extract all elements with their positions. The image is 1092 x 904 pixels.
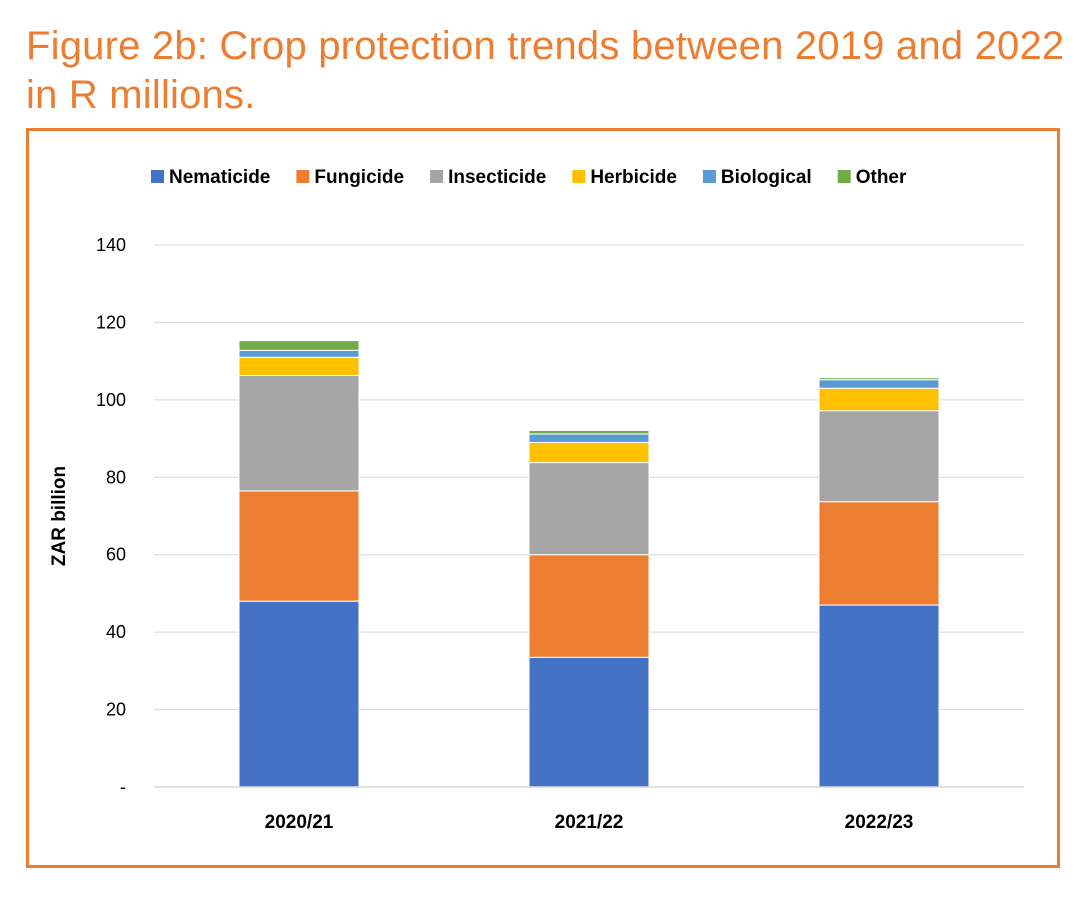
y-tick-label: 60 <box>106 545 126 565</box>
y-tick-label: 40 <box>106 622 126 642</box>
bar-segment-nematicide <box>238 600 360 788</box>
y-axis-label: ZAR billion <box>49 466 70 566</box>
y-tick-label: 20 <box>106 700 126 720</box>
x-tick-label: 2022/23 <box>845 812 914 833</box>
bar-segment-herbicide <box>238 356 360 376</box>
legend-item: Other <box>837 167 907 188</box>
legend-label: Herbicide <box>590 167 677 188</box>
bar-segment-insecticide <box>528 462 650 556</box>
y-tick-label: 100 <box>96 390 126 410</box>
x-axis-tick-labels: 2020/21 2021/22 2022/23 <box>265 812 914 833</box>
bar-segment-fungicide <box>238 490 360 602</box>
legend-label: Nematicide <box>169 167 270 188</box>
bar-segment-nematicide <box>818 604 940 788</box>
stacked-bar-chart: Nematicide Fungicide Insecticide Herbicide B… <box>49 167 1024 833</box>
legend-item: Nematicide <box>151 167 270 188</box>
x-tick-label: 2020/21 <box>265 812 334 833</box>
bar-segment-other <box>238 340 360 351</box>
legend-swatch <box>837 170 851 183</box>
bar-segment-herbicide <box>528 441 650 464</box>
bar-segment-insecticide <box>818 410 940 503</box>
x-tick-label: 2021/22 <box>555 812 624 833</box>
bars <box>238 340 940 788</box>
bar-segment-fungicide <box>528 554 650 658</box>
y-axis-tick-labels: - 20 40 60 80 100 120 140 <box>96 235 126 797</box>
bar-segment-biological <box>818 379 940 389</box>
y-tick-label: 80 <box>106 467 126 487</box>
y-tick-label: - <box>120 777 126 797</box>
legend-item: Herbicide <box>572 167 677 188</box>
legend-swatch <box>430 170 444 183</box>
legend-swatch <box>702 170 716 183</box>
bar-segment-other <box>528 429 650 435</box>
chart-frame: Nematicide Fungicide Insecticide Herbicide B… <box>26 128 1060 868</box>
legend-item: Fungicide <box>296 167 404 188</box>
legend-label: Biological <box>721 167 812 188</box>
bar-segment-nematicide <box>528 656 650 788</box>
bar-segment-biological <box>238 349 360 358</box>
figure-title: Figure 2b: Crop protection trends betwee… <box>26 24 1065 117</box>
bar-stack <box>818 377 940 788</box>
legend-label: Other <box>856 167 907 188</box>
bar-segment-insecticide <box>238 374 360 492</box>
bar-segment-biological <box>528 433 650 443</box>
legend-item: Insecticide <box>430 167 546 188</box>
legend-swatch <box>296 170 310 183</box>
legend: Nematicide Fungicide Insecticide Herbicide B… <box>151 167 907 188</box>
legend-label: Fungicide <box>314 167 404 188</box>
legend-swatch <box>572 170 586 183</box>
bar-stack <box>528 429 650 788</box>
bar-segment-herbicide <box>818 387 940 412</box>
y-tick-label: 120 <box>96 312 126 332</box>
legend-label: Insecticide <box>448 167 546 188</box>
legend-swatch <box>151 170 164 183</box>
y-tick-label: 140 <box>96 235 126 255</box>
bar-segment-other <box>818 377 940 381</box>
bar-segment-fungicide <box>818 501 940 606</box>
bar-stack <box>238 340 360 788</box>
legend-item: Biological <box>702 167 812 188</box>
